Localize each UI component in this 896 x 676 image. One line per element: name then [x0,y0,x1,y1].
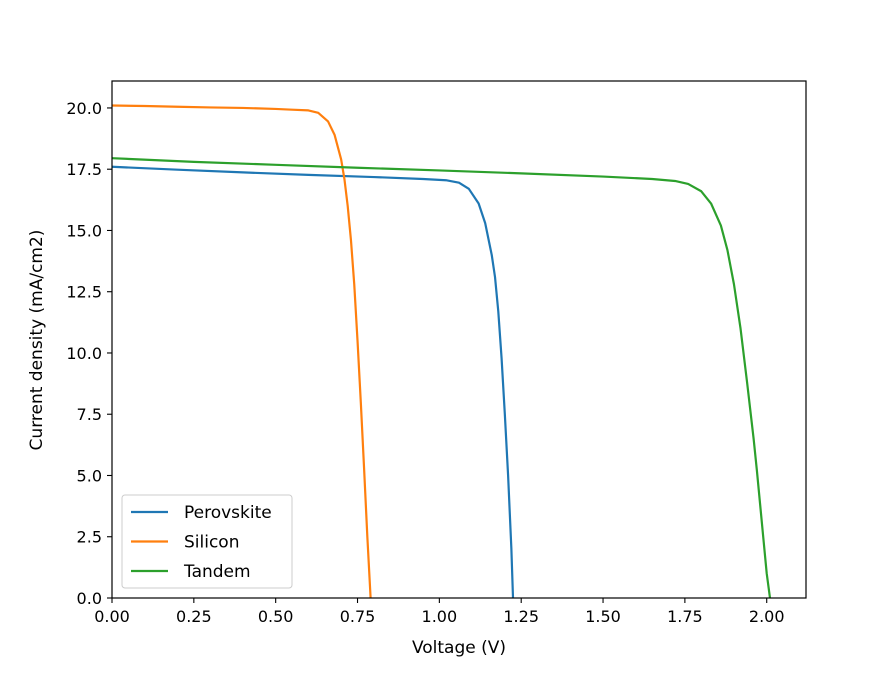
x-tick-label: 0.50 [258,607,294,626]
y-tick-label: 15.0 [66,221,102,240]
series-group [112,104,772,598]
y-tick-label: 10.0 [66,344,102,363]
y-tick-label: 7.5 [77,405,102,424]
y-tick-label: 5.0 [77,466,102,485]
y-tick-label: 2.5 [77,528,102,547]
y-axis: 0.0 2.5 5.0 7.5 10.0 12.5 15.0 17.5 20.0 [66,99,112,608]
x-axis: 0.00 0.25 0.50 0.75 1.00 1.25 1.50 1.75 2.00 [94,598,785,626]
x-tick-label: 0.75 [340,607,376,626]
legend: Perovskite Silicon Tandem [121,494,293,589]
y-tick-label: 17.5 [66,160,102,179]
x-tick-label: 0.25 [176,607,212,626]
y-axis-label: Current density (mA/cm2) [27,230,47,451]
x-tick-label: 1.50 [585,607,621,626]
plot-area [111,80,807,599]
legend-label-silicon: Silicon [184,533,239,553]
x-tick-label: 1.75 [667,607,703,626]
legend-label-perovskite: Perovskite [184,503,272,523]
x-tick-label: 1.00 [422,607,458,626]
x-tick-label: 1.25 [503,607,539,626]
y-tick-label: 0.0 [77,589,102,608]
y-tick-label: 12.5 [66,283,102,302]
y-tick-label: 20.0 [66,99,102,118]
axes-frame [111,80,807,599]
x-tick-label: 0.00 [94,607,130,626]
series-line-tandem [112,157,772,598]
legend-box [121,494,293,589]
series-line-perovskite [112,165,515,598]
x-axis-label: Voltage (V) [412,638,506,658]
series-line-silicon [112,104,372,598]
legend-label-tandem: Tandem [183,562,251,582]
x-tick-label: 2.00 [749,607,785,626]
